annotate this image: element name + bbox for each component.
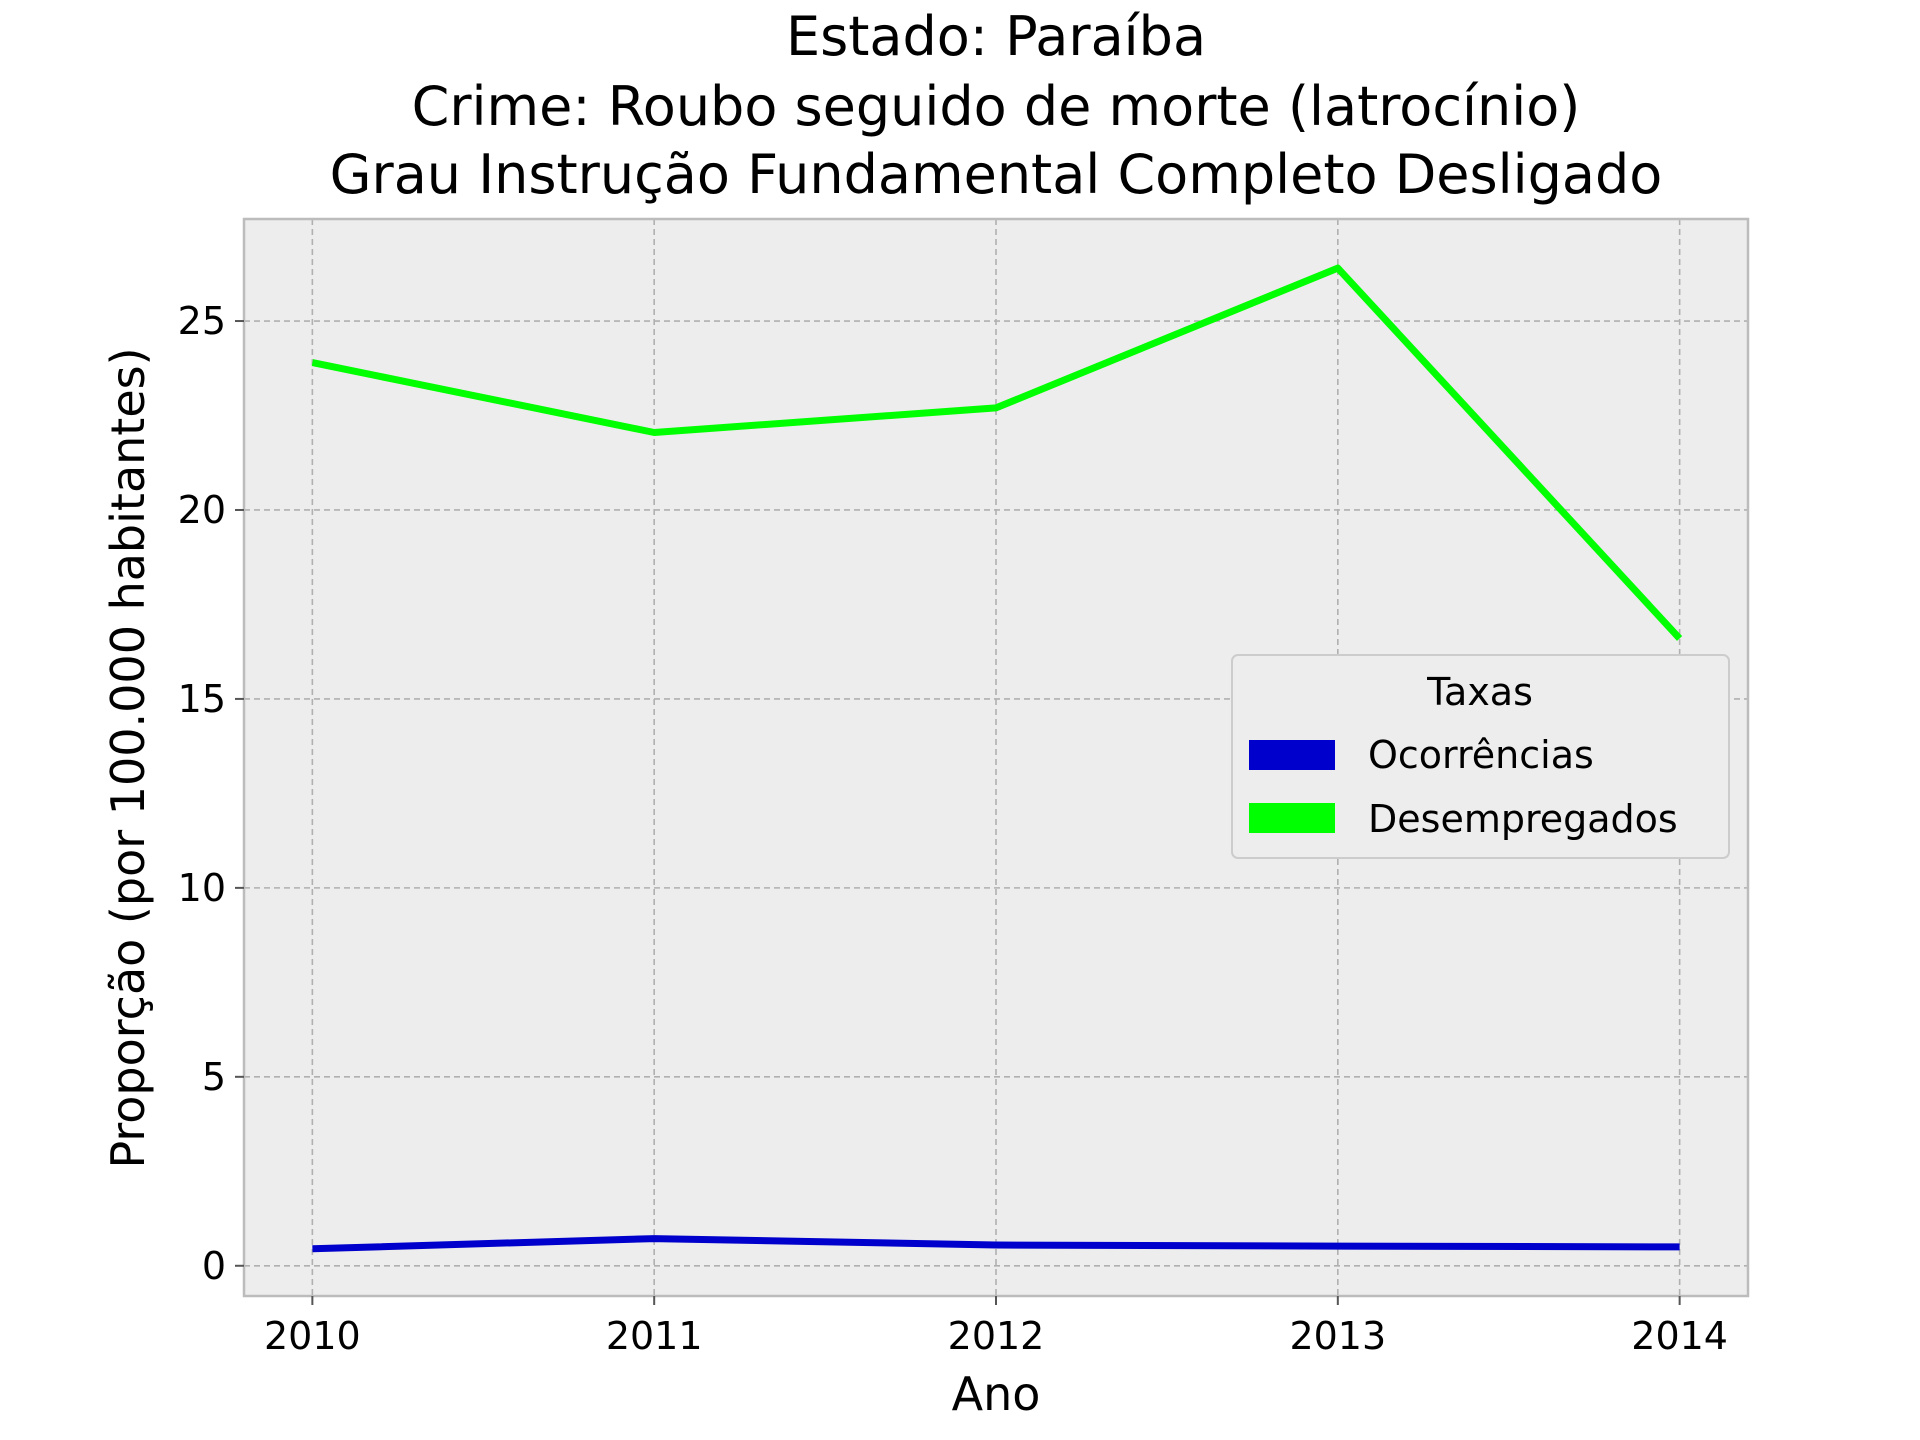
legend-label-ocorrencias: Ocorrências	[1368, 733, 1594, 777]
legend-label-desempregados: Desempregados	[1368, 797, 1678, 841]
x-tick-label: 2014	[1631, 1314, 1728, 1358]
legend-box	[1231, 654, 1730, 859]
series-lines	[311, 264, 1683, 1253]
legend-swatch-ocorrencias	[1249, 740, 1335, 770]
x-tick-label: 2012	[948, 1314, 1045, 1358]
series-line-desempregados	[311, 264, 1683, 641]
legend: Taxas Ocorrências Desempregados	[1231, 654, 1730, 859]
x-tick-label: 2011	[606, 1314, 703, 1358]
x-axis-label: Ano	[952, 1367, 1041, 1421]
y-tick-label: 5	[202, 1055, 226, 1099]
legend-title: Taxas	[1426, 670, 1533, 714]
chart-title: Estado: Paraíba Crime: Roubo seguido de …	[330, 5, 1663, 206]
x-axis-ticks: 2010 2011 2012 2013 2014	[264, 1296, 1728, 1358]
y-axis-ticks: 0 5 10 15 20 25	[178, 299, 244, 1288]
x-tick-label: 2010	[264, 1314, 361, 1358]
y-tick-label: 15	[178, 677, 226, 721]
y-axis-label: Proporção (por 100.000 habitantes)	[101, 347, 155, 1168]
title-line-3: Grau Instrução Fundamental Completo Desl…	[330, 143, 1663, 206]
y-tick-label: 20	[178, 488, 226, 532]
y-tick-label: 0	[202, 1244, 226, 1288]
y-tick-label: 10	[178, 866, 226, 910]
legend-swatch-desempregados	[1249, 803, 1335, 833]
title-line-2: Crime: Roubo seguido de morte (latrocíni…	[412, 75, 1581, 138]
gridlines	[244, 219, 1748, 1296]
y-tick-label: 25	[178, 299, 226, 343]
x-tick-label: 2013	[1289, 1314, 1386, 1358]
title-line-1: Estado: Paraíba	[786, 5, 1206, 68]
series-line-ocorrencias	[312, 1235, 1680, 1253]
